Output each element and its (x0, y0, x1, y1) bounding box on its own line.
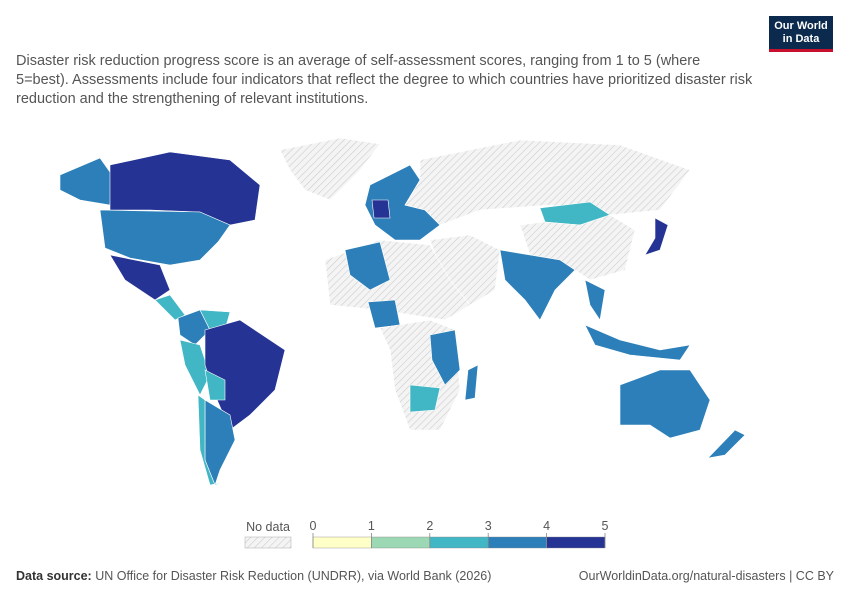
bolivia (204, 369, 226, 401)
central-america (154, 294, 186, 321)
legend-bin (371, 536, 430, 549)
algeria (344, 241, 391, 291)
usa (99, 209, 231, 266)
legend-tick-label: 5 (602, 519, 609, 533)
madagascar (464, 364, 479, 401)
germany (371, 199, 391, 219)
legend-bin (488, 536, 547, 549)
east-africa (429, 329, 461, 386)
legend-bin (429, 536, 489, 549)
peru (179, 339, 211, 396)
url[interactable]: OurWorldinData.org/natural-disasters | C… (578, 569, 834, 583)
source-text: UN Office for Disaster Risk Reduction (U… (95, 569, 492, 583)
map: No data 0 1 2 3 4 5 (59, 137, 746, 549)
india (499, 249, 576, 321)
canada (109, 151, 261, 226)
colombia (177, 309, 211, 346)
indonesia (584, 324, 691, 361)
chile (197, 394, 226, 486)
southeast-asia (584, 279, 606, 321)
japan (644, 217, 669, 256)
legend-bin (546, 536, 606, 549)
source-label: Data source: (16, 569, 92, 583)
mexico (109, 254, 171, 301)
no-data-swatch (244, 536, 292, 549)
countries (59, 137, 746, 486)
australia (619, 369, 711, 439)
legend-tick-label: 2 (426, 519, 433, 533)
legend-tick-label: 3 (485, 519, 492, 533)
legend: No data 0 1 2 3 4 5 (244, 519, 609, 549)
alaska (59, 157, 113, 206)
nigeria (367, 299, 401, 329)
south-africa (409, 384, 441, 413)
subtitle: Disaster risk reduction progress score i… (16, 53, 753, 107)
greenland (279, 137, 381, 201)
legend-bin (312, 536, 372, 549)
footer: Data source: UN Office for Disaster Risk… (16, 569, 834, 583)
russia (404, 139, 691, 226)
logo-text: Our World (774, 20, 828, 32)
legend-tick-label: 0 (310, 519, 317, 533)
new-zealand (707, 429, 746, 459)
source: Data source: UN Office for Disaster Risk… (16, 569, 491, 583)
logo-text: in Data (782, 33, 820, 45)
legend-label: No data (246, 520, 290, 534)
logo[interactable]: Our World in Data (769, 16, 833, 52)
legend-tick-label: 4 (543, 519, 550, 533)
legend-tick-label: 1 (368, 519, 375, 533)
